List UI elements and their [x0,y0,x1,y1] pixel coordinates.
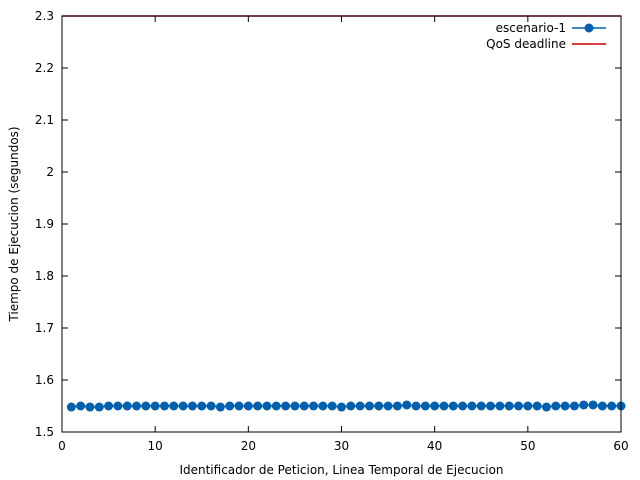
x-tick-label: 20 [241,439,256,453]
data-point [486,401,496,411]
x-tick-label: 10 [148,439,163,453]
data-point [476,401,486,411]
data-point [271,401,281,411]
data-point [392,401,402,411]
data-point [467,401,477,411]
x-tick-label: 50 [520,439,535,453]
x-tick-label: 0 [58,439,66,453]
data-point [514,401,524,411]
data-point [85,402,95,412]
data-point [448,401,458,411]
y-tick-label: 2 [46,165,54,179]
data-point [113,401,123,411]
data-point [532,401,542,411]
y-tick-label: 1.7 [35,321,54,335]
data-point [579,400,589,410]
data-point [495,401,505,411]
data-point [253,401,263,411]
y-tick-label: 1.8 [35,269,54,283]
data-point [569,401,579,411]
data-point [337,402,346,412]
y-tick-label: 1.9 [35,217,54,231]
legend-label: QoS deadline [486,37,566,51]
data-point [104,401,114,411]
data-point [299,401,309,411]
data-point [309,401,319,411]
data-point [66,402,76,412]
data-point [178,401,188,411]
y-tick-label: 1.6 [35,373,54,387]
data-point [206,401,216,411]
data-point [94,402,104,412]
data-point [411,401,421,411]
data-point [607,401,617,411]
data-point [364,401,374,411]
data-point [346,401,356,411]
data-point [234,401,244,411]
data-point [132,401,142,411]
data-point [504,401,514,411]
data-point [159,401,169,411]
data-point [318,401,328,411]
y-axis-label: Tiempo de Ejecucion (segundos) [7,126,21,322]
data-point [551,401,561,411]
data-point [355,401,365,411]
data-point [150,401,160,411]
data-point [215,402,225,412]
legend: escenario-1 QoS deadline [486,21,606,51]
data-point [141,401,151,411]
y-tick-label: 2.1 [35,113,54,127]
legend-swatch-marker [584,23,594,33]
y-tick-label: 1.5 [35,425,54,439]
data-point [523,401,533,411]
x-axis-label: Identificador de Peticion, Linea Tempora… [179,463,503,477]
x-tick-label: 60 [613,439,628,453]
y-tick-label: 2.2 [35,61,54,75]
plot-marks [62,15,626,412]
data-point [76,401,86,411]
data-point [430,401,440,411]
data-point [383,401,393,411]
legend-label: escenario-1 [496,21,566,35]
data-point [243,401,253,411]
data-point [262,401,272,411]
axis-ticks: 0 10 20 30 40 50 60 1.5 1.6 1.7 1.8 1.9 2 2.1 2.2 2.3 [35,9,629,453]
data-point [458,401,468,411]
data-point [169,401,179,411]
plot-frame [61,15,622,433]
data-point [402,400,412,410]
data-point [597,401,607,411]
y-tick-label: 2.3 [35,9,54,23]
data-point [560,401,570,411]
data-point [225,401,235,411]
data-point [187,401,197,411]
data-point [122,401,132,411]
series-escenario-1 [66,400,626,412]
x-tick-label: 40 [427,439,442,453]
data-point [541,402,551,412]
data-point [327,401,337,411]
x-tick-label: 30 [334,439,349,453]
data-point [374,401,384,411]
data-point [420,401,430,411]
data-point [197,401,207,411]
data-point [439,401,449,411]
data-point [290,401,300,411]
data-point [588,400,598,410]
data-point [281,401,291,411]
